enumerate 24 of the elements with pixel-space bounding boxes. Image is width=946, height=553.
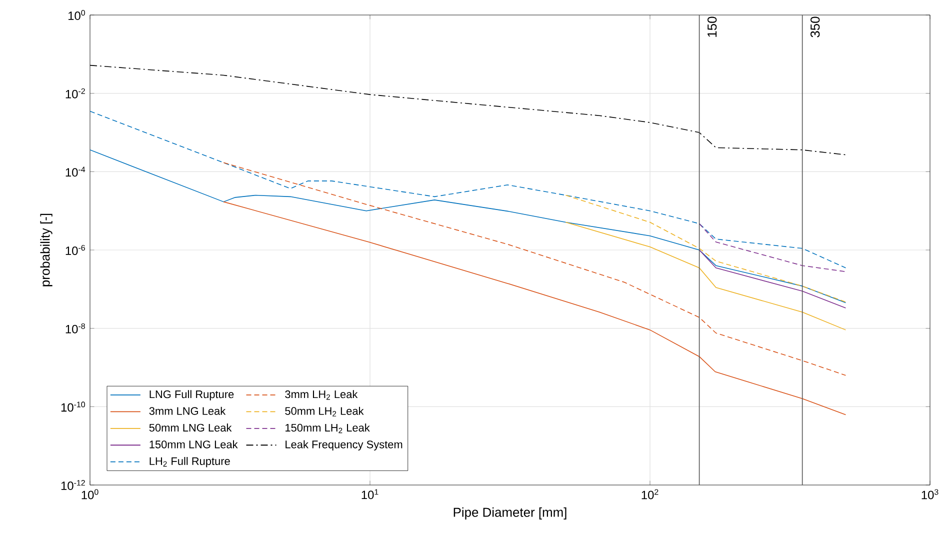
legend-label: 150mm LH$_{2}$ Leak bbox=[286, 424, 370, 434]
legend-label: 150mm LNG Leak bbox=[150, 440, 238, 448]
y-tick-label: 10$^{0}$ bbox=[68, 10, 86, 20]
x-tick-label: 10$^{1}$ bbox=[362, 489, 378, 500]
y-tick-label: 10$^{-12}$ bbox=[61, 480, 85, 490]
x-axis-title: Pipe Diameter [mm] bbox=[454, 507, 566, 520]
y-tick-label: 10$^{-2}$ bbox=[66, 88, 85, 98]
legend-label: 50mm LH$_{2}$ Leak bbox=[285, 406, 364, 416]
y-tick-label: 10$^{-6}$ bbox=[66, 244, 85, 256]
x-tick-label: 10$^{0}$ bbox=[82, 489, 98, 500]
y-axis-title: probability [-] bbox=[40, 214, 52, 286]
ref-line-label: 150 bbox=[708, 16, 717, 37]
legend-label: LNG Full Rupture bbox=[150, 390, 234, 400]
legend-label: 50mm LNG Leak bbox=[149, 424, 232, 432]
legend-label: 3mm LNG Leak bbox=[149, 406, 226, 415]
x-tick-label: 10$^{3}$ bbox=[922, 489, 938, 500]
legend-label: 3mm LH$_{2}$ Leak bbox=[285, 390, 358, 400]
y-tick-label: 10$^{-8}$ bbox=[66, 323, 85, 334]
y-tick-label: 10$^{-10}$ bbox=[61, 402, 86, 412]
legend-label: LH$_{2}$ Full Rupture bbox=[150, 456, 230, 468]
x-tick-label: 10$^{2}$ bbox=[642, 489, 658, 500]
y-tick-label: 10$^{-4}$ bbox=[66, 166, 86, 177]
legend-label: Leak Frequency System bbox=[286, 440, 402, 450]
ref-line-label: 350 bbox=[810, 16, 820, 38]
